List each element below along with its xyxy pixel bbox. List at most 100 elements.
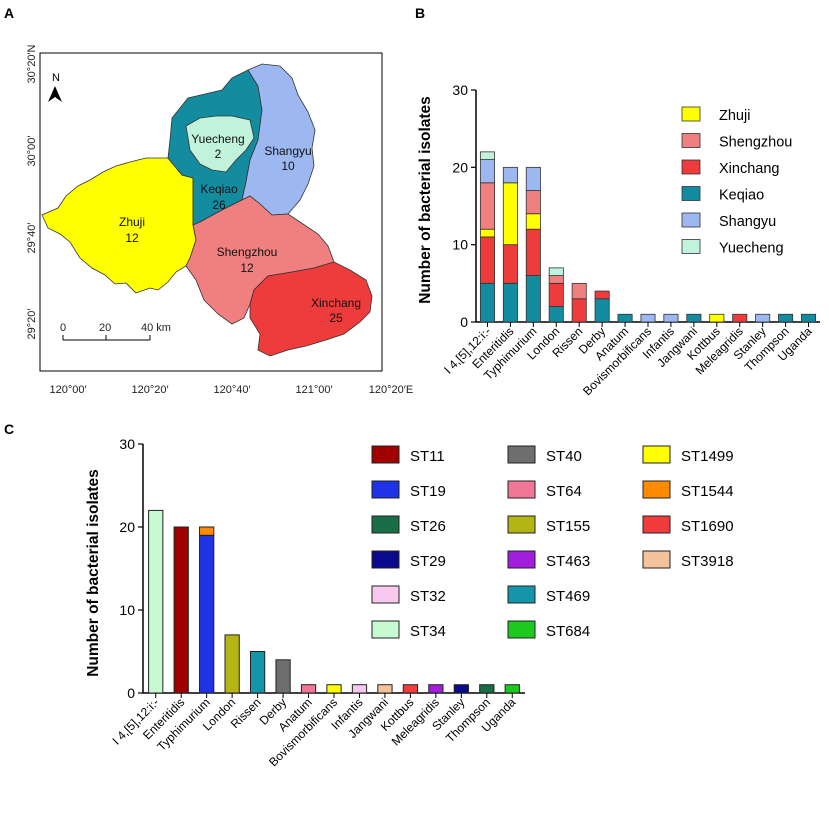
- bar-xinchang-typhimurium: [525, 228, 541, 276]
- bar-st684-uganda: [504, 684, 520, 694]
- bar-xinchang-i4512i: [479, 236, 495, 284]
- bar-keqiao-thompson: [778, 313, 794, 323]
- chart-c-ytick-label: 10: [119, 602, 135, 618]
- region-label-yuecheng: Yuecheng: [191, 132, 244, 146]
- legend-label-st463: ST463: [546, 553, 590, 570]
- bar-xinchang-london: [548, 282, 564, 307]
- legend-label-xinchang: Xinchang: [719, 161, 779, 177]
- legend-swatch-st684: [507, 620, 536, 639]
- legend-swatch-st155: [507, 515, 536, 534]
- region-count-zhuji: 12: [125, 231, 139, 245]
- legend-swatch-st19: [371, 480, 400, 499]
- bar-shangyu-infantis: [663, 313, 679, 323]
- legend-swatch-st34: [371, 620, 400, 639]
- bar-shengzhou-london: [548, 275, 564, 284]
- scale-zero: 0: [60, 322, 66, 334]
- scale-bar: 0 20 40 km: [60, 322, 171, 341]
- legend-swatch-st1544: [642, 480, 671, 499]
- panel-label-b: B: [415, 5, 425, 21]
- bar-xinchang-rissen: [571, 298, 587, 323]
- bar-keqiao-jangwani: [686, 313, 702, 323]
- region-count-shengzhou: 12: [240, 261, 254, 275]
- bar-shangyu-typhimurium: [525, 166, 541, 191]
- bar-keqiao-derby: [594, 298, 610, 323]
- legend-label-st19: ST19: [410, 483, 446, 500]
- bar-keqiao-london: [548, 306, 564, 323]
- bar-st26-thompson: [479, 684, 495, 694]
- bar-st11-enteritidis: [173, 526, 189, 694]
- legend-label-st64: ST64: [546, 483, 582, 500]
- bar-yuecheng-london: [548, 267, 564, 277]
- region-yuecheng: [185, 115, 255, 173]
- bar-xinchang-meleagridis: [732, 313, 748, 323]
- panel-label-a: A: [4, 5, 14, 21]
- bar-shengzhou-typhimurium: [525, 190, 541, 215]
- legend-swatch-st463: [507, 550, 536, 569]
- chart-b-ytick-label: 30: [452, 82, 468, 98]
- region-shangyu: [241, 63, 316, 216]
- bar-keqiao-i4512i: [479, 282, 495, 323]
- bar-st1499-bovismorbificans: [326, 684, 342, 694]
- legend-swatch-shangyu: [681, 212, 701, 228]
- region-count-shangyu: 10: [281, 159, 295, 173]
- lat-label-2: 30°00′: [26, 136, 38, 167]
- legend-swatch-st32: [371, 585, 400, 604]
- legend-swatch-st11: [371, 445, 400, 464]
- lat-label-3: 29°40′: [26, 223, 38, 254]
- bar-keqiao-anatum: [617, 313, 633, 323]
- bar-st469-rissen: [249, 651, 266, 694]
- lon-label-3: 120°40′: [213, 384, 250, 396]
- legend-label-st1499: ST1499: [681, 448, 734, 465]
- legend-swatch-yuecheng: [681, 239, 701, 254]
- legend-swatch-st1499: [642, 445, 671, 464]
- legend-label-shengzhou: Shengzhou: [719, 135, 792, 151]
- legend-label-st11: ST11: [410, 448, 445, 465]
- bar-yuecheng-i4512i: [479, 151, 495, 161]
- bar-keqiao-uganda: [801, 313, 817, 323]
- region-label-keqiao: Keqiao: [200, 182, 238, 196]
- legend-swatch-keqiao: [681, 186, 701, 201]
- legend-swatch-st26: [371, 515, 400, 534]
- bar-st3918-jangwani: [377, 684, 393, 694]
- chart-b-ylabel: Number of bacterial isolates: [417, 96, 434, 304]
- bar-shangyu-i4512i: [479, 159, 495, 184]
- bar-shengzhou-rissen: [571, 282, 587, 300]
- bar-st32-infantis: [351, 684, 368, 694]
- legend-label-st29: ST29: [410, 553, 446, 570]
- region-count-keqiao: 26: [212, 198, 226, 212]
- bar-zhuji-typhimurium: [525, 213, 541, 230]
- bar-st155-london: [224, 634, 240, 694]
- legend-label-keqiao: Keqiao: [719, 188, 764, 204]
- bar-shangyu-bovismorbificans: [640, 313, 656, 323]
- bar-st64-anatum: [300, 684, 317, 694]
- map-panel: Zhuji 12 Yuecheng 2 Keqiao 26 Shangyu 10…: [26, 45, 413, 396]
- lat-label-4: 29°20′: [26, 309, 38, 340]
- bar-shangyu-stanley: [755, 313, 771, 323]
- legend-label-st40: ST40: [546, 448, 582, 465]
- legend-label-st1690: ST1690: [681, 518, 734, 535]
- legend-label-st26: ST26: [410, 518, 446, 535]
- legend-label-shangyu: Shangyu: [719, 214, 776, 230]
- legend-label-yuecheng: Yuecheng: [719, 241, 784, 257]
- legend-label-st155: ST155: [546, 518, 590, 535]
- chart-c-ytick-label: 20: [119, 519, 135, 535]
- bar-st34-i4512i: [148, 509, 164, 694]
- bar-zhuji-enteritidis: [502, 182, 518, 246]
- chart-b-legend: Zhuji Shengzhou Xinchang Keqiao Shangyu Yuech…: [681, 106, 792, 257]
- legend-label-st34: ST34: [410, 623, 446, 640]
- lon-label-2: 120°20′: [131, 384, 168, 396]
- legend-swatch-st469: [507, 585, 536, 604]
- lat-label-1: 30°20′N: [26, 45, 38, 84]
- bar-keqiao-typhimurium: [525, 275, 541, 323]
- bar-st1544-typhimurium: [199, 526, 215, 536]
- legend-swatch-zhuji: [681, 106, 701, 122]
- legend-label-st684: ST684: [546, 623, 590, 640]
- legend-swatch-xinchang: [681, 159, 701, 175]
- region-label-zhuji: Zhuji: [119, 215, 145, 229]
- legend-label-st469: ST469: [546, 588, 590, 605]
- bar-st463-meleagridis: [428, 684, 444, 694]
- bar-zhuji-kottbus: [709, 313, 725, 323]
- chart-c-ytick-label: 0: [127, 685, 135, 701]
- legend-label-zhuji: Zhuji: [719, 108, 750, 124]
- region-xinchang: [249, 261, 373, 357]
